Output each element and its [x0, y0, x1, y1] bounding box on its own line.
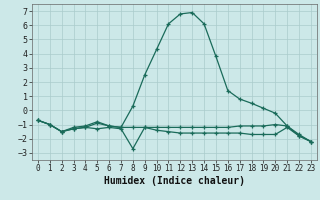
X-axis label: Humidex (Indice chaleur): Humidex (Indice chaleur) — [104, 176, 245, 186]
